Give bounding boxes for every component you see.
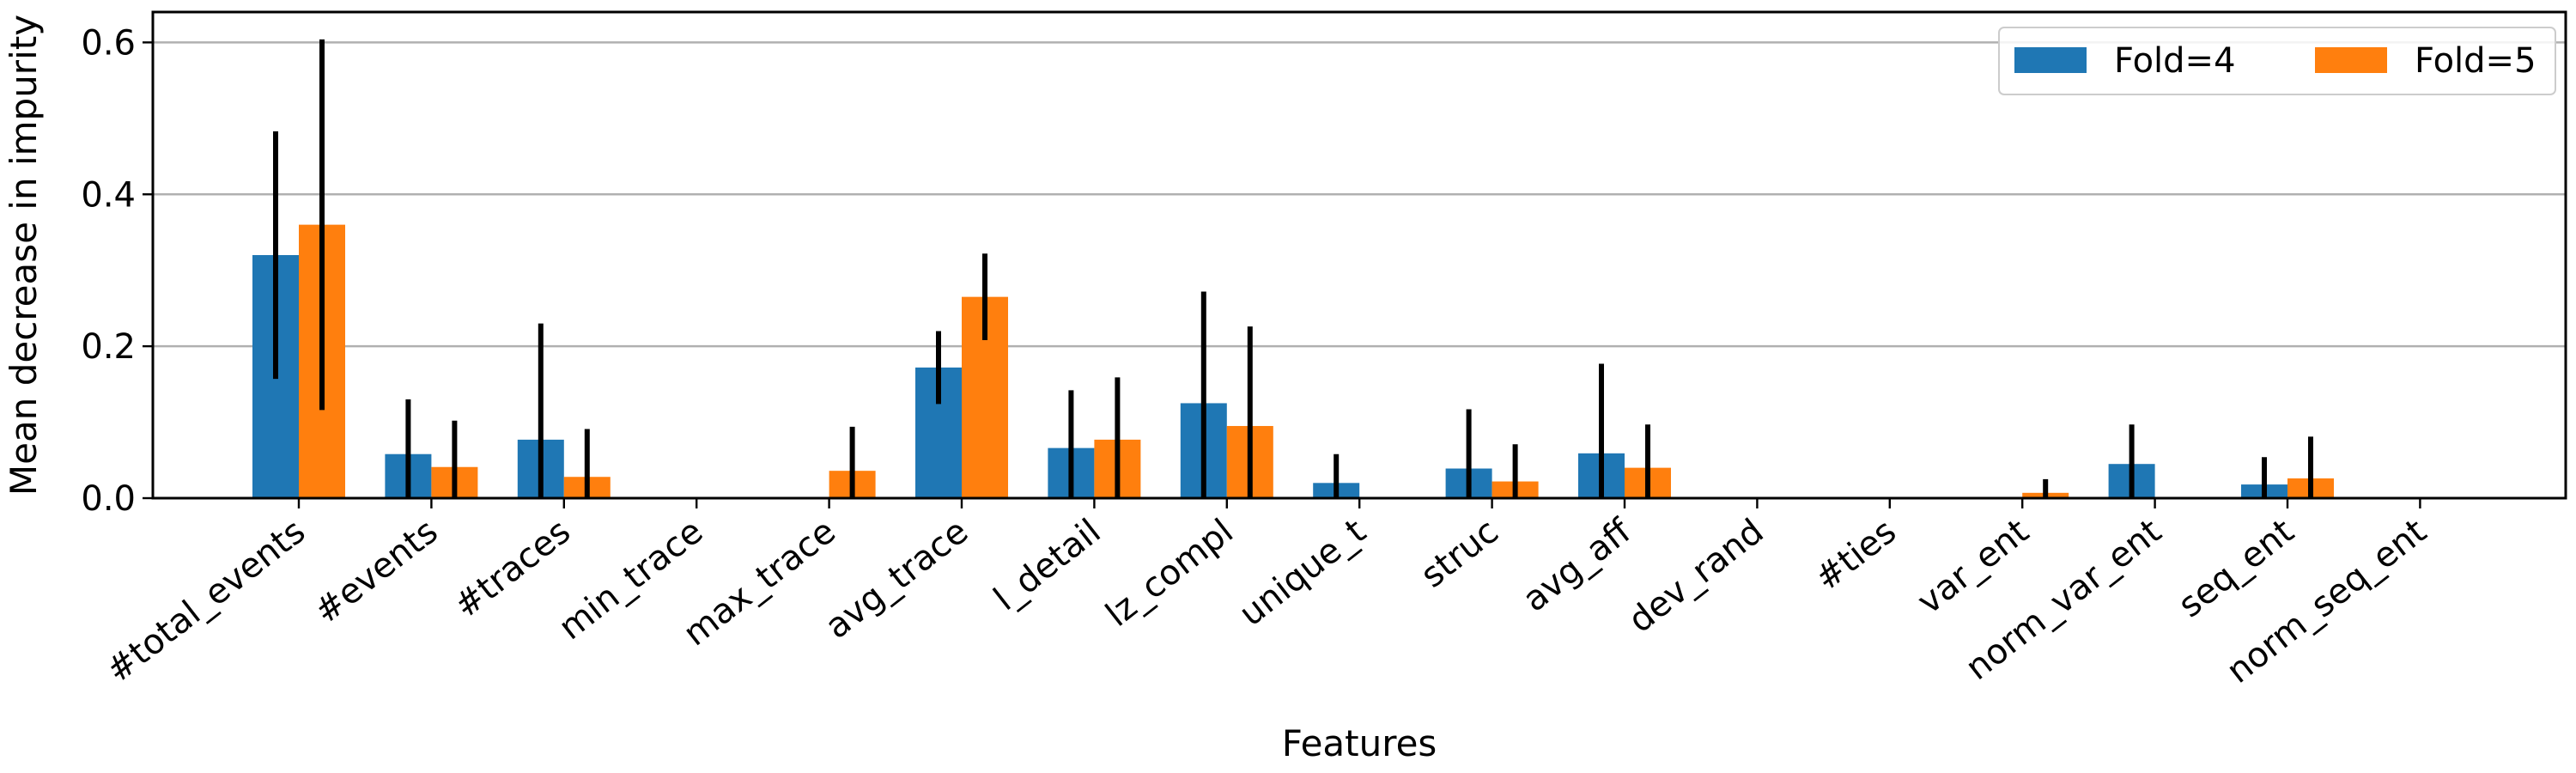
x-tick-label: #traces xyxy=(447,512,578,626)
x-axis-title: Features xyxy=(1282,722,1437,764)
bars xyxy=(252,224,2334,498)
x-axis: #total_events#events #tracesmin_tracemax_… xyxy=(99,498,2434,691)
x-tick-label: avg_trace xyxy=(818,512,975,647)
legend-swatch-fold5 xyxy=(2315,47,2387,73)
x-tick-label: unique_t xyxy=(1232,512,1374,635)
x-tick-label: dev_rand xyxy=(1621,512,1771,641)
legend-label-fold4: Fold=4 xyxy=(2114,41,2236,81)
legend-box xyxy=(1998,27,2556,95)
legend-swatch-fold4 xyxy=(2014,47,2087,73)
x-tick-label: seq_ent xyxy=(2172,512,2302,626)
y-axis: 0.0 0.2 0.4 0.6 xyxy=(81,23,153,519)
x-tick-label: #events xyxy=(307,512,446,632)
x-tick-label: #total_events xyxy=(99,512,313,691)
y-axis-title: Mean decrease in impurity xyxy=(3,15,45,496)
x-tick-label: avg_aff xyxy=(1516,511,1639,620)
error-bars xyxy=(273,39,2313,498)
legend: Fold=4 Fold=5 xyxy=(1998,27,2556,95)
y-tick-label: 0.2 xyxy=(81,327,136,367)
y-tick-label: 0.4 xyxy=(81,175,136,215)
legend-label-fold5: Fold=5 xyxy=(2415,41,2537,81)
x-tick-label: l_detail xyxy=(987,512,1108,619)
x-tick-label: #ties xyxy=(1807,512,1904,599)
grid-lines xyxy=(153,41,2566,500)
x-tick-label: lz_compl xyxy=(1098,512,1240,635)
x-tick-label: var_ent xyxy=(1911,512,2037,623)
y-tick-label: 0.6 xyxy=(81,23,136,63)
y-tick-label: 0.0 xyxy=(81,479,136,519)
x-tick-label: struc xyxy=(1413,512,1505,596)
